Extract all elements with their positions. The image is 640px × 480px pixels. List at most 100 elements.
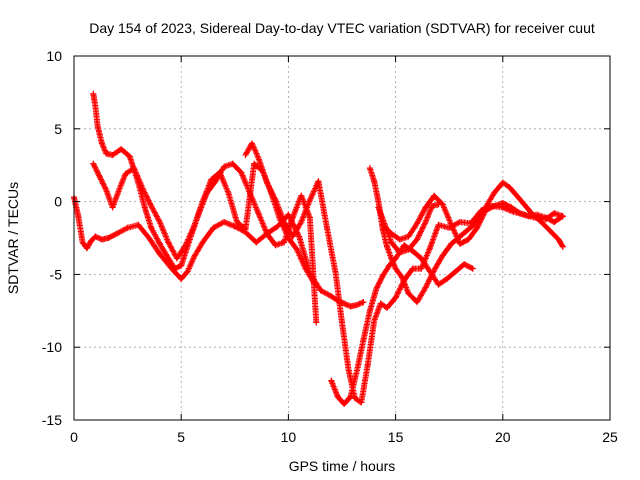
- data-point: [452, 268, 459, 275]
- data-point: [377, 300, 384, 307]
- data-point: [341, 400, 348, 407]
- x-tick-label: 15: [388, 429, 404, 445]
- data-point: [306, 197, 313, 204]
- x-tick-label: 5: [177, 429, 185, 445]
- data-point: [94, 122, 101, 129]
- data-point: [439, 252, 446, 259]
- x-tick-label: 0: [70, 429, 78, 445]
- data-point: [92, 233, 99, 240]
- data-point: [113, 230, 120, 237]
- data-point: [516, 210, 523, 217]
- data-point: [347, 393, 354, 400]
- data-point: [384, 243, 391, 250]
- data-point: [456, 218, 463, 225]
- data-point: [448, 240, 455, 247]
- series-8: [375, 201, 442, 256]
- y-tick-label: -5: [50, 266, 63, 282]
- data-point: [139, 185, 146, 192]
- data-point: [182, 242, 189, 249]
- data-point: [315, 178, 322, 185]
- data-point: [542, 214, 549, 221]
- data-point: [534, 211, 541, 218]
- data-point: [165, 239, 172, 246]
- data-point: [332, 269, 339, 276]
- data-point: [426, 245, 433, 252]
- data-point: [281, 218, 288, 225]
- data-point: [360, 299, 367, 306]
- data-point: [409, 248, 416, 255]
- data-point: [474, 224, 481, 231]
- data-point: [263, 230, 270, 237]
- data-point: [491, 202, 498, 209]
- data-point: [122, 170, 129, 177]
- data-point: [242, 152, 249, 159]
- data-point: [148, 224, 155, 231]
- data-point: [296, 233, 303, 240]
- y-tick-label: -10: [42, 339, 62, 355]
- data-point: [285, 235, 292, 241]
- data-point: [92, 103, 99, 110]
- data-point: [431, 267, 438, 274]
- data-point: [306, 214, 313, 221]
- series-2: [90, 90, 320, 326]
- data-point: [173, 255, 180, 262]
- data-point: [210, 224, 217, 231]
- data-point: [448, 221, 455, 228]
- data-point: [178, 262, 185, 269]
- data-point: [392, 265, 399, 272]
- data-point: [512, 191, 519, 198]
- data-point: [360, 336, 367, 343]
- y-axis-label: SDTVAR / TECUs: [5, 182, 21, 294]
- data-point: [79, 239, 86, 246]
- data-point: [396, 236, 403, 243]
- data-point: [354, 367, 361, 374]
- data-point: [414, 299, 421, 306]
- data-point: [371, 317, 378, 324]
- data-point: [499, 200, 506, 207]
- data-point: [289, 214, 296, 221]
- x-tick-label: 25: [602, 429, 618, 445]
- data-point: [379, 272, 386, 279]
- data-point: [281, 239, 288, 246]
- data-point: [98, 140, 105, 147]
- data-point: [148, 202, 155, 209]
- data-point: [345, 366, 352, 373]
- data-point: [171, 265, 178, 272]
- data-point: [328, 377, 335, 384]
- data-point: [551, 210, 558, 217]
- data-point: [435, 281, 442, 288]
- data-point: [124, 224, 131, 231]
- data-point: [546, 227, 553, 234]
- data-point: [285, 211, 292, 218]
- data-point: [414, 236, 421, 243]
- y-tick-label: -15: [42, 412, 62, 428]
- chart-title: Day 154 of 2023, Sidereal Day-to-day VTE…: [89, 20, 595, 36]
- data-point: [289, 233, 296, 240]
- data-point: [298, 192, 305, 199]
- data-point: [184, 268, 191, 275]
- data-point: [238, 169, 245, 176]
- data-point: [208, 176, 215, 183]
- data-point: [347, 303, 354, 310]
- data-point: [199, 239, 206, 246]
- data-point: [126, 153, 133, 160]
- data-point: [525, 213, 532, 220]
- data-point: [371, 178, 378, 185]
- data-point: [396, 249, 403, 256]
- data-point: [388, 255, 395, 262]
- data-point: [135, 221, 142, 228]
- x-tick-label: 10: [281, 429, 297, 445]
- y-tick-label: 5: [54, 121, 62, 137]
- data-point: [191, 223, 198, 230]
- data-point: [555, 236, 562, 243]
- data-point: [422, 218, 429, 225]
- data-point: [90, 90, 97, 97]
- data-point: [375, 204, 382, 211]
- series-5: [328, 242, 476, 407]
- data-point: [199, 198, 206, 205]
- data-point: [98, 236, 105, 243]
- data-point: [165, 255, 172, 262]
- data-point: [405, 246, 412, 253]
- series-3: [90, 160, 318, 287]
